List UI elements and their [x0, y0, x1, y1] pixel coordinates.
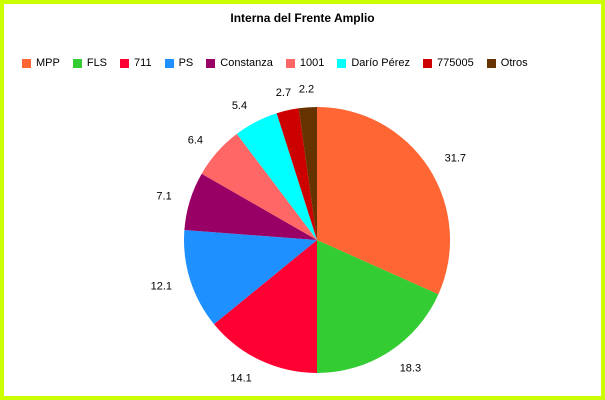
pie-slice-otros [298, 107, 317, 240]
slice-value-label-constanza: 7.1 [156, 190, 171, 202]
pie-slice-constanza [184, 173, 317, 240]
legend-item-dario-perez: Darío Pérez [337, 57, 410, 69]
legend-label: Darío Pérez [351, 57, 411, 69]
slice-value-label-711: 14.1 [230, 372, 251, 384]
pie-chart: 31.7 18.3 14.1 12.1 7.1 6.4 5.4 2.7 2.2 [151, 83, 466, 384]
pie-slice-ps [184, 229, 317, 325]
slice-value-label-otros: 2.2 [299, 83, 314, 95]
legend-label: 711 [134, 57, 152, 69]
legend-label: Otros [500, 57, 528, 69]
legend-item-ps: PS [164, 57, 194, 69]
legend-item-775005: 775005 [423, 57, 474, 69]
legend-label: Constanza [220, 57, 273, 69]
chart-legend: MPP FLS 711 PS Constanza 1001 Darío Pérez 77500… [22, 57, 591, 69]
legend-swatch-icon [22, 58, 31, 68]
slice-value-label-dario-perez: 5.4 [232, 100, 247, 112]
chart-title: Interna del Frente Amplio [230, 11, 375, 25]
slice-value-label-775005: 2.7 [276, 87, 291, 99]
legend-label: MPP [36, 57, 60, 69]
legend-label: 1001 [299, 57, 325, 69]
slice-value-label-mpp: 31.7 [445, 152, 466, 164]
legend-label: 775005 [437, 57, 474, 69]
legend-label: PS [178, 57, 194, 69]
slice-value-label-fls: 18.3 [400, 363, 421, 375]
legend-swatch-icon [206, 58, 216, 68]
pie-slice-mpp [317, 107, 451, 295]
legend-item-1001: 1001 [285, 57, 325, 69]
pie-slice-775005 [276, 108, 317, 240]
legend-item-fls: FLS [72, 57, 108, 69]
legend-label: FLS [86, 57, 108, 69]
legend-swatch-icon [337, 58, 347, 68]
pie-slice-fls [317, 240, 439, 373]
legend-swatch-icon [486, 58, 496, 68]
pie-slice-1001 [201, 133, 317, 240]
legend-swatch-icon [285, 58, 295, 68]
pie-slice-dario-perez [236, 113, 317, 240]
pie-slice-711 [213, 240, 317, 373]
slice-value-label-ps: 12.1 [151, 281, 172, 293]
slice-value-label-1001: 6.4 [188, 135, 203, 147]
legend-item-constanza: Constanza [206, 57, 273, 69]
legend-swatch-icon [423, 58, 433, 68]
legend-swatch-icon [120, 58, 130, 68]
legend-item-otros: Otros [486, 57, 528, 69]
legend-swatch-icon [164, 58, 174, 68]
legend-swatch-icon [72, 58, 82, 68]
legend-item-711: 711 [120, 57, 152, 69]
legend-item-mpp: MPP [22, 57, 60, 69]
